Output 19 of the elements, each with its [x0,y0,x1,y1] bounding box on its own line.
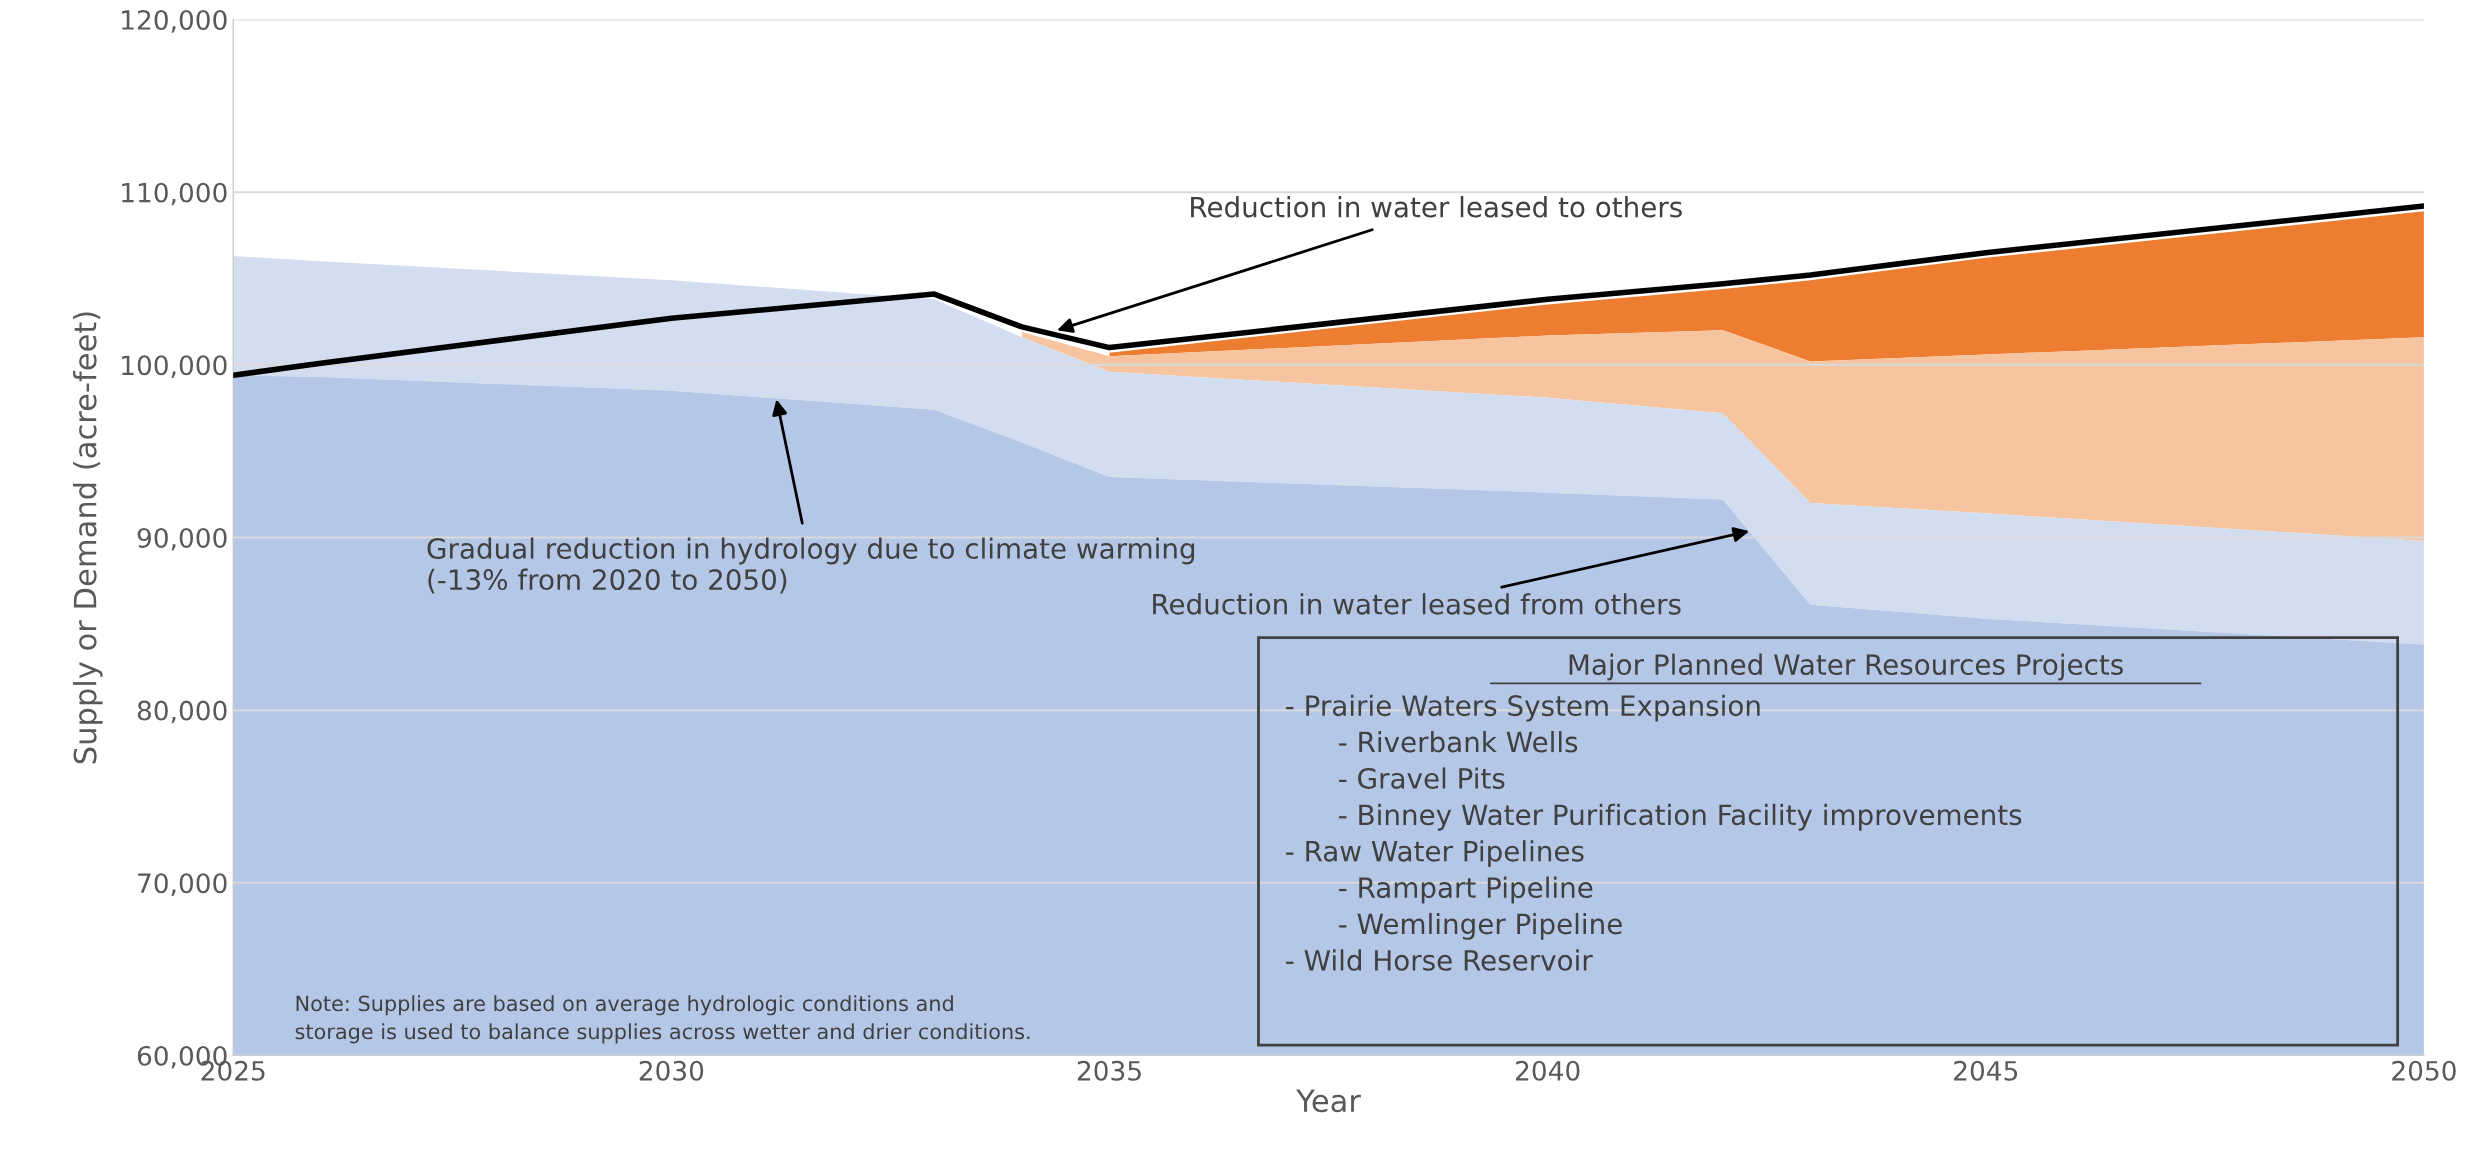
annotation: Major Planned Water Resources Projects [1569,653,2123,681]
annotation: Reduction in water leased from others [1153,593,1681,615]
x-tick-label: 2045 [1954,1060,2018,1081]
x-tick-label: 2030 [639,1060,704,1081]
annotation: - Prairie Waters System Expansion - Riverbank Wells - Gravel Pits - Binney Water Purification Facility improvements - Raw Water Pipelines - Rampart Pipeline - Wemlinger Pipeline - Wild Horse Reservoir [1286,694,2022,971]
x-tick-label: 2050 [2392,1060,2456,1081]
x-axis-title: Year [1296,1089,1361,1113]
y-tick-label: 80,000 [137,700,227,724]
y-tick-label: 70,000 [138,873,227,896]
y-tick-label: 90,000 [137,527,227,551]
y-tick-label: 100,000 [122,355,227,378]
x-tick-label: 2035 [1077,1060,1141,1081]
y-tick-label: 110,000 [122,182,227,206]
annotation: Reduction in water leased to others [1191,196,1682,218]
annotation: Gradual reduction in hydrology due to climate warming (-13% from 2020 to 2050) [427,537,1195,594]
y-tick-label: 120,000 [122,10,227,33]
x-tick-label: 2040 [1516,1060,1580,1081]
y-axis-title: Supply or Demand (acre-feet) [72,312,103,764]
annotation: Note: Supplies are based on average hydrologic conditions and storage is used to balance supplies across wetter and drier conditions. [295,995,1030,1044]
